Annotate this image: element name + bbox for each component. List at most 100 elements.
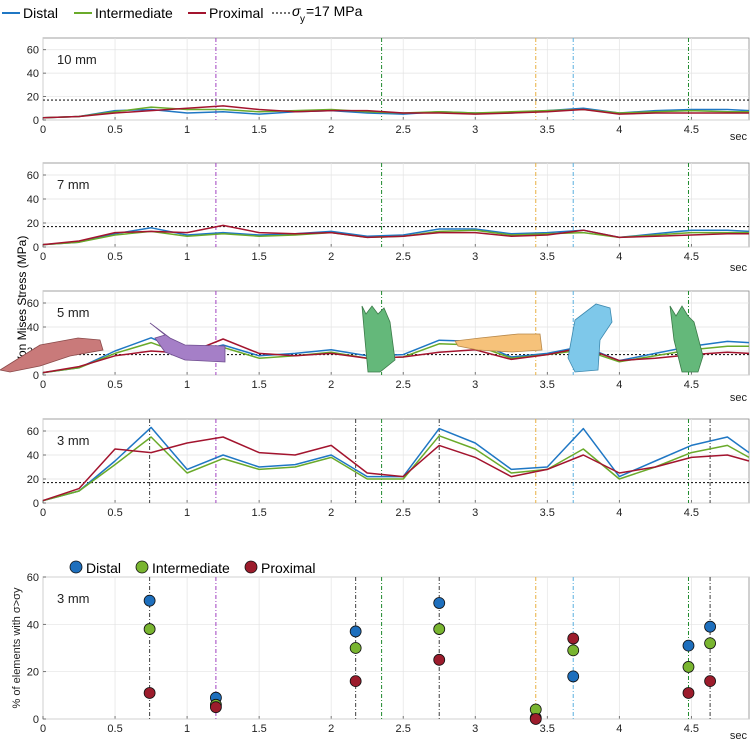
- x-tick-label: 2.5: [396, 379, 411, 391]
- x-tick-label: 3: [472, 723, 478, 735]
- x-tick-label: 0.5: [107, 124, 122, 136]
- x-tick-label: 1.5: [251, 251, 266, 263]
- legend-threshold-value: =17 MPa: [306, 3, 363, 19]
- series-line-distal: [42, 107, 750, 119]
- x-tick-label: 2.5: [396, 507, 411, 519]
- x-tick-label: 4: [616, 124, 622, 136]
- y-tick-label: 40: [27, 450, 39, 462]
- point-proximal: [433, 653, 446, 666]
- percent-ylabel: % of elements with σ>σy: [11, 587, 23, 708]
- x-tick-label: 3: [472, 124, 478, 136]
- y-tick-label: 40: [27, 68, 39, 80]
- x-tick-label: 2: [328, 379, 334, 391]
- x-tick-label: 1.5: [251, 723, 266, 735]
- x-axis-label: sec: [730, 392, 748, 404]
- y-tick-label: 0: [33, 242, 39, 254]
- x-tick-label: 0.5: [107, 379, 122, 391]
- point-distal: [433, 597, 446, 609]
- series-line-proximal: [42, 338, 750, 374]
- point-intermediate: [682, 661, 695, 673]
- x-tick-label: 4.5: [684, 723, 699, 735]
- point-proximal: [209, 701, 222, 714]
- x-axis-label: sec: [730, 730, 748, 742]
- x-tick-label: 3: [472, 507, 478, 519]
- legend2-proximal-label: Proximal: [261, 560, 315, 576]
- point-intermediate: [143, 623, 156, 635]
- panel-label: 3 mm: [57, 591, 90, 606]
- x-tick-label: 2: [328, 251, 334, 263]
- stress-ylabel: Von Mises Stress (MPa): [15, 236, 29, 365]
- x-tick-label: 0.5: [107, 723, 122, 735]
- legend-intermediate-label: Intermediate: [95, 5, 173, 21]
- x-tick-label: 1.5: [251, 507, 266, 519]
- x-tick-label: 2: [328, 124, 334, 136]
- y-tick-label: 0: [33, 115, 39, 127]
- legend2-intermediate-label: Intermediate: [152, 560, 230, 576]
- panel-label: 10 mm: [57, 52, 97, 67]
- x-tick-label: 0: [40, 124, 46, 136]
- hand-icons-row: [0, 303, 704, 373]
- x-tick-label: 0: [40, 251, 46, 263]
- x-tick-label: 3.5: [540, 379, 555, 391]
- x-tick-label: 4: [616, 507, 622, 519]
- x-tick-label: 3.5: [540, 251, 555, 263]
- x-tick-label: 3: [472, 251, 478, 263]
- hand-green-icon: [361, 305, 396, 373]
- x-tick-label: 0: [40, 507, 46, 519]
- panel-5: 0 0.5 1 1.5 2 2.5 3 3.5 4 4.5 0 20 40 60 3 mm sec % of e…: [11, 572, 750, 742]
- plot-area: [42, 290, 750, 376]
- y-tick-label: 20: [27, 474, 39, 486]
- legend-proximal-label: Proximal: [209, 5, 263, 21]
- top-legend: Distal Intermediate Proximal σ y =17 MPa: [2, 3, 363, 25]
- point-intermediate: [704, 637, 716, 650]
- series-line-proximal: [42, 436, 750, 502]
- point-intermediate: [567, 644, 580, 657]
- x-axis-label: sec: [730, 131, 748, 143]
- hand-green2-icon: [669, 305, 704, 373]
- x-tick-label: 2: [328, 723, 334, 735]
- x-tick-label: 2.5: [396, 124, 411, 136]
- panel-1: 0 0.5 1 1.5 2 2.5 3 3.5 4 4.5 0 20 40 60 10 mm sec: [27, 37, 750, 143]
- panel-label: 7 mm: [57, 177, 90, 192]
- x-tick-label: 3: [472, 379, 478, 391]
- x-tick-label: 1.5: [251, 379, 266, 391]
- y-tick-label: 0: [33, 498, 39, 510]
- series-line-distal: [42, 227, 750, 246]
- point-proximal: [529, 713, 542, 725]
- x-tick-label: 0: [40, 379, 46, 391]
- y-tick-label: 60: [27, 45, 39, 57]
- x-axis-label: sec: [730, 262, 748, 274]
- x-tick-label: 4: [616, 251, 622, 263]
- y-tick-label: 40: [27, 322, 39, 334]
- x-tick-label: 4.5: [684, 251, 699, 263]
- legend2-distal-label: Distal: [86, 560, 121, 576]
- point-distal: [567, 670, 580, 683]
- plot-area: [42, 576, 750, 720]
- hand-blue-icon: [567, 303, 613, 373]
- series-line-proximal: [42, 105, 749, 119]
- x-tick-label: 3.5: [540, 723, 555, 735]
- x-tick-label: 0.5: [107, 507, 122, 519]
- x-tick-label: 1: [184, 251, 190, 263]
- point-proximal: [567, 632, 580, 645]
- point-distal: [143, 594, 156, 607]
- x-tick-label: 0: [40, 723, 46, 735]
- legend2-distal-marker: [69, 560, 83, 574]
- x-tick-label: 4.5: [684, 379, 699, 391]
- plot-area: [42, 37, 750, 121]
- panel-2: 0 0.5 1 1.5 2 2.5 3 3.5 4 4.5 0 20 40 60 7 mm sec: [27, 162, 750, 274]
- legend-threshold-sub: y: [300, 14, 305, 25]
- y-tick-label: 20: [27, 92, 39, 104]
- y-tick-label: 40: [27, 619, 39, 631]
- panel-label: 3 mm: [57, 433, 90, 448]
- point-distal: [704, 620, 716, 633]
- hand-rose-icon: [0, 337, 104, 373]
- y-tick-label: 20: [27, 218, 39, 230]
- x-tick-label: 4: [616, 723, 622, 735]
- point-intermediate: [433, 623, 446, 635]
- hand-purple-icon: [149, 322, 226, 363]
- point-proximal: [704, 675, 716, 688]
- series-line-proximal: [42, 224, 749, 246]
- y-tick-label: 0: [33, 714, 39, 726]
